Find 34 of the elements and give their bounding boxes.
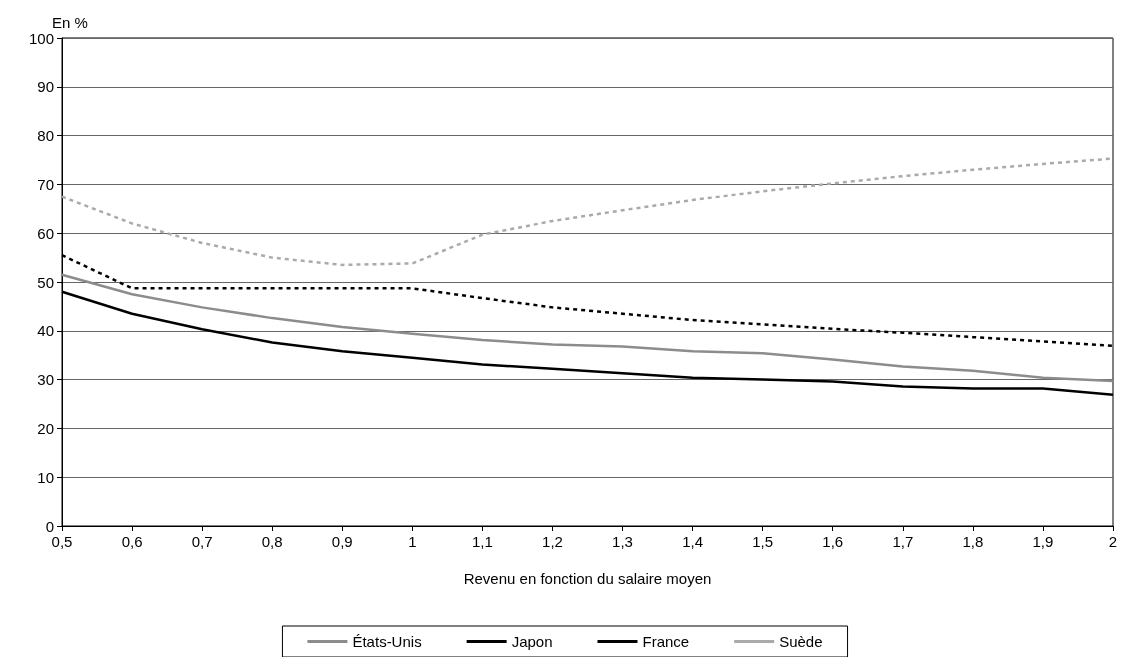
x-tick-label: 1,7 bbox=[892, 533, 914, 550]
x-tick-label: 0,8 bbox=[261, 533, 283, 550]
y-tick-label: 90 bbox=[37, 78, 54, 96]
y-axis-title: En % bbox=[52, 14, 88, 31]
y-tick-label: 50 bbox=[37, 273, 54, 291]
y-tick-label: 30 bbox=[37, 371, 54, 389]
x-tick-label: 2 bbox=[1108, 533, 1118, 550]
y-tick-label: 10 bbox=[37, 468, 54, 486]
x-tick-label: 1,1 bbox=[471, 533, 493, 550]
x-tick-label: 0,9 bbox=[331, 533, 353, 550]
x-tick-label: 0,6 bbox=[121, 533, 143, 550]
y-tick-label: 0 bbox=[45, 517, 54, 535]
y-tick-label: 80 bbox=[37, 127, 54, 145]
y-tick-label: 40 bbox=[37, 322, 54, 340]
x-tick-label: 1 bbox=[408, 533, 417, 550]
x-tick-label: 1,9 bbox=[1032, 533, 1054, 550]
line-series bbox=[60, 273, 1115, 383]
x-tick-label: 0,7 bbox=[191, 533, 213, 550]
legend-label: États-Unis bbox=[352, 633, 422, 650]
legend-label: Suède bbox=[779, 633, 823, 650]
x-tick-label: 1,4 bbox=[682, 533, 704, 550]
x-tick-label: 0,5 bbox=[51, 533, 73, 550]
y-tick-label: 20 bbox=[37, 419, 54, 437]
y-tick-label: 100 bbox=[28, 29, 54, 47]
x-tick-label: 1,6 bbox=[822, 533, 844, 550]
legend-label: Japon bbox=[511, 633, 553, 650]
legend-label: France bbox=[642, 633, 690, 650]
y-tick-label: 70 bbox=[37, 175, 54, 193]
y-tick-label: 60 bbox=[37, 224, 54, 242]
x-axis-title: Revenu en fonction du salaire moyen bbox=[463, 570, 712, 587]
x-tick-label: 1,3 bbox=[612, 533, 633, 550]
x-tick-label: 1,2 bbox=[542, 533, 563, 550]
x-tick-label: 1,5 bbox=[752, 533, 774, 550]
x-tick-label: 1,8 bbox=[962, 533, 984, 550]
